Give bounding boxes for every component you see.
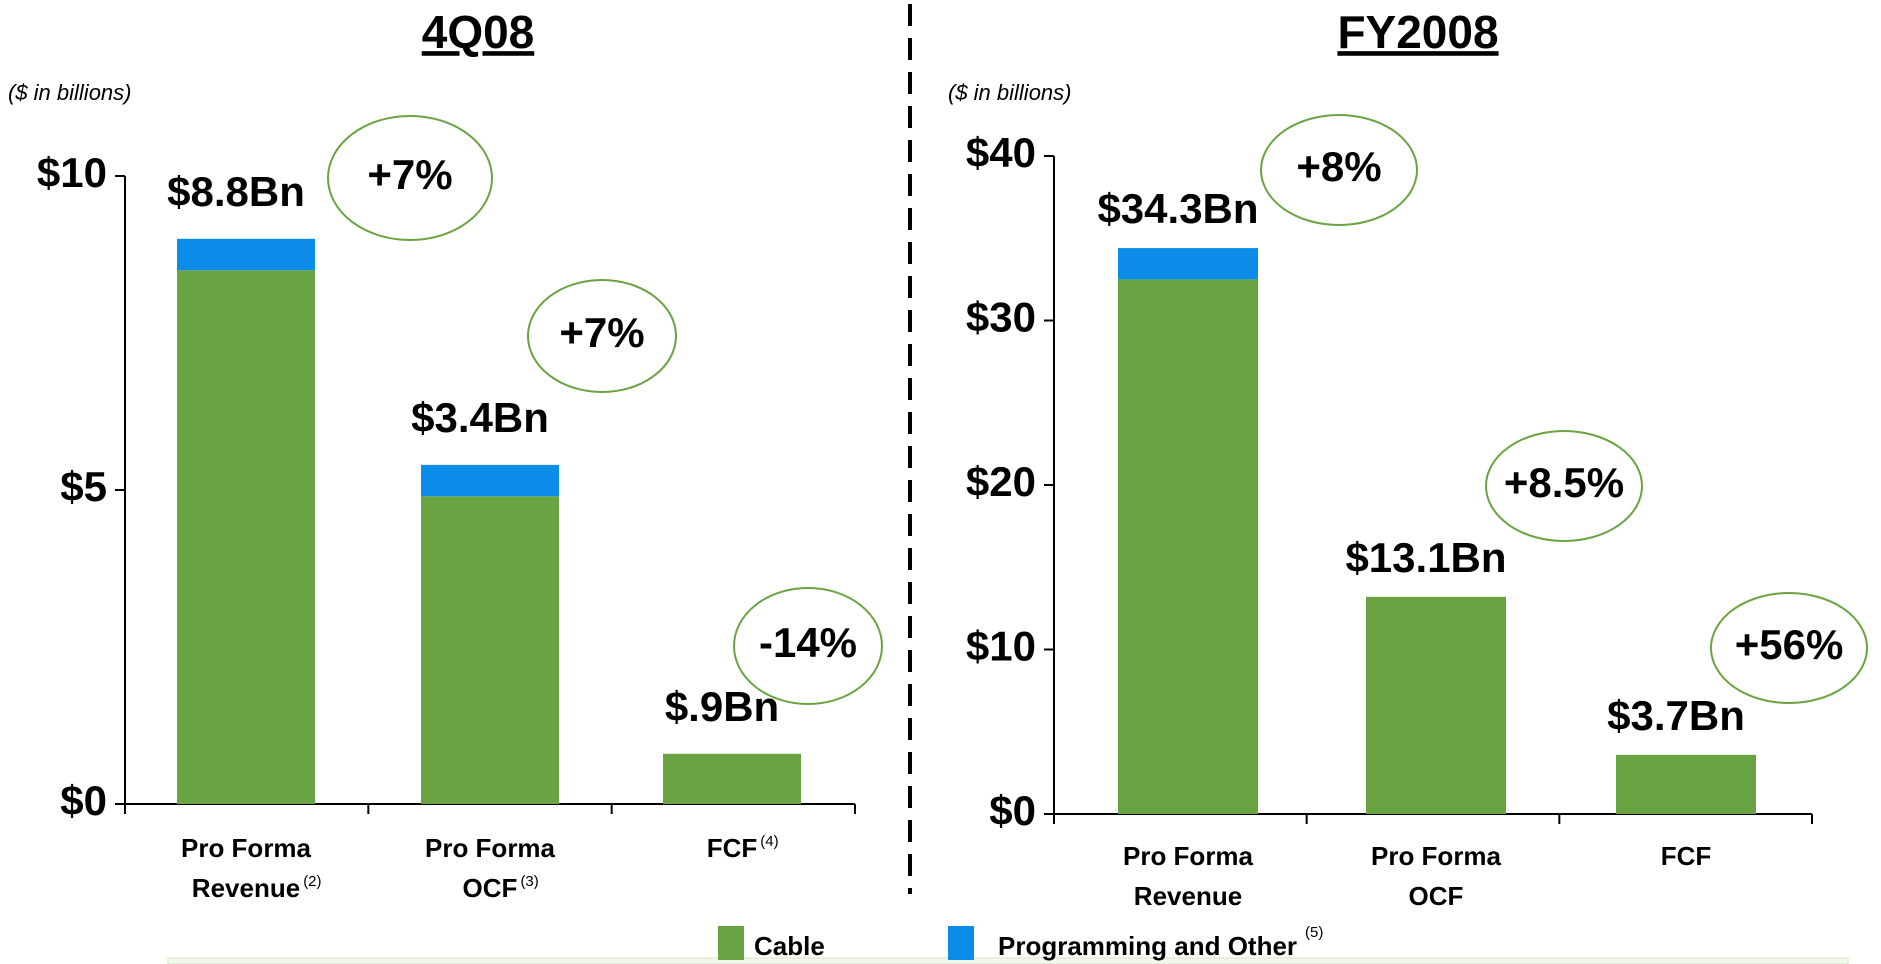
y-tick-label: $20 <box>966 458 1036 505</box>
value-label: $34.3Bn <box>1097 185 1258 232</box>
bar-segment <box>177 238 315 271</box>
bar-segment <box>1366 596 1506 814</box>
x-tick-label: Revenue <box>192 873 300 903</box>
value-label: $3.7Bn <box>1607 692 1745 739</box>
x-tick-label: FCF <box>707 833 758 863</box>
x-tick-label: FCF <box>1661 841 1712 871</box>
growth-circle <box>1710 592 1868 704</box>
footnote: (4) <box>760 833 778 850</box>
y-tick-label: $10 <box>37 149 107 196</box>
x-tick-label: OCF <box>463 873 518 903</box>
growth-label: +8.5% <box>1504 459 1624 506</box>
legend-swatch <box>718 926 744 960</box>
footnote: (3) <box>520 873 538 890</box>
bar-segment <box>421 496 559 804</box>
x-tick-label: Pro Forma <box>1371 841 1502 871</box>
y-tick-label: $0 <box>60 777 107 824</box>
growth-circle <box>527 279 677 393</box>
bar-segment <box>1616 754 1756 814</box>
bar-segment <box>421 464 559 497</box>
footer-strip <box>167 957 1849 964</box>
bar-segment <box>177 270 315 804</box>
x-tick-label: OCF <box>1409 881 1464 911</box>
x-tick-label: Pro Forma <box>425 833 556 863</box>
y-tick-label: $40 <box>966 129 1036 176</box>
value-label: $.9Bn <box>665 683 779 730</box>
subtitle: ($ in billions) <box>8 80 132 105</box>
y-tick-label: $30 <box>966 294 1036 341</box>
value-label: $3.4Bn <box>411 394 549 441</box>
growth-label: +7% <box>367 151 452 198</box>
value-label: $8.8Bn <box>167 168 305 215</box>
y-tick-label: $10 <box>966 623 1036 670</box>
bar-segment <box>1118 248 1258 280</box>
growth-label: +56% <box>1735 621 1844 668</box>
x-tick-label: Pro Forma <box>1123 841 1254 871</box>
growth-label: +8% <box>1296 143 1381 190</box>
growth-label: +7% <box>559 309 644 356</box>
growth-label: -14% <box>759 619 857 666</box>
legend-note: (5) <box>1305 924 1323 941</box>
bar-segment <box>1118 279 1258 814</box>
value-label: $13.1Bn <box>1345 534 1506 581</box>
growth-circle <box>733 587 883 705</box>
footnote: (2) <box>303 873 321 890</box>
chart-title: 4Q08 <box>422 6 535 58</box>
legend-label: Programming and Other <box>998 931 1297 961</box>
x-tick-label: Revenue <box>1134 881 1242 911</box>
y-tick-label: $5 <box>60 463 107 510</box>
bar-segment <box>663 753 801 804</box>
growth-circle <box>1485 430 1643 542</box>
growth-circle <box>1260 114 1418 226</box>
y-tick-label: $0 <box>989 787 1036 834</box>
chart-title: FY2008 <box>1337 6 1498 58</box>
legend-swatch <box>948 926 974 960</box>
x-tick-label: Pro Forma <box>181 833 312 863</box>
growth-circle <box>327 115 493 241</box>
subtitle: ($ in billions) <box>948 80 1072 105</box>
legend-label: Cable <box>754 931 825 961</box>
